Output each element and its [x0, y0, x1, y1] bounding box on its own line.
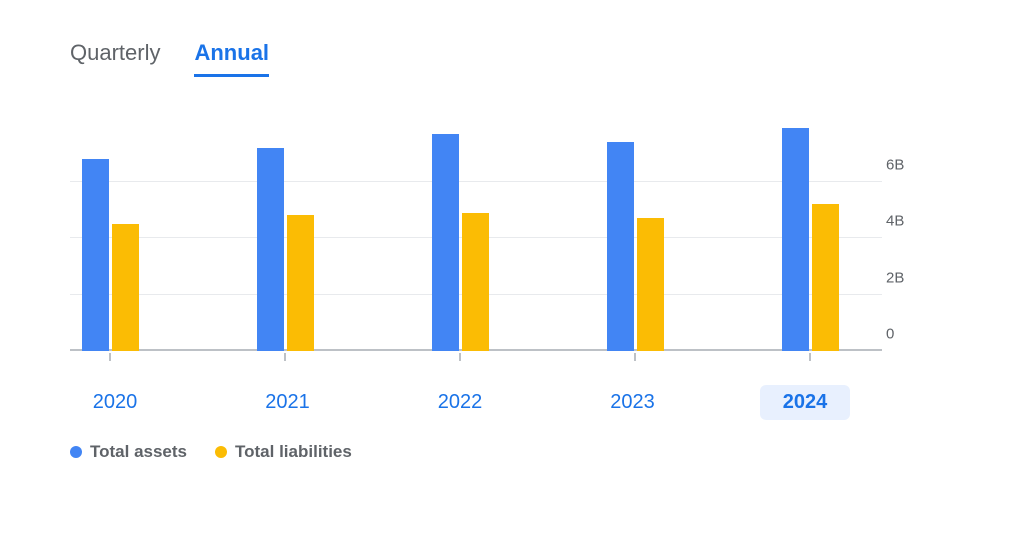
- bar: [82, 159, 109, 351]
- x-tick: [459, 353, 461, 361]
- bars-container: [70, 111, 850, 351]
- legend-label: Total liabilities: [235, 442, 352, 462]
- x-tick: [634, 353, 636, 361]
- bar: [257, 148, 284, 351]
- x-tick: [109, 353, 111, 361]
- legend-swatch: [215, 446, 227, 458]
- bar: [462, 213, 489, 351]
- y-axis-label: 4B: [886, 213, 916, 230]
- bar-group: [780, 128, 840, 351]
- legend-item: Total assets: [70, 442, 187, 462]
- x-tick: [284, 353, 286, 361]
- bar: [607, 142, 634, 351]
- x-axis-label-2021[interactable]: 2021: [243, 385, 333, 420]
- bar-group: [80, 159, 140, 351]
- bar-group: [430, 134, 490, 351]
- bar: [112, 224, 139, 351]
- y-axis-label: 0: [886, 326, 916, 343]
- bar: [637, 218, 664, 351]
- x-axis-label-2023[interactable]: 2023: [588, 385, 678, 420]
- x-axis-label-2022[interactable]: 2022: [415, 385, 505, 420]
- chart-x-axis: 2020 2021 2022 2023 2024: [70, 385, 910, 420]
- legend-label: Total assets: [90, 442, 187, 462]
- bar-group: [255, 148, 315, 351]
- tab-annual[interactable]: Annual: [194, 40, 269, 77]
- x-axis-label-2024[interactable]: 2024: [760, 385, 850, 420]
- bar: [287, 215, 314, 351]
- legend-item: Total liabilities: [215, 442, 352, 462]
- bar-group: [605, 142, 665, 351]
- y-axis-label: 6B: [886, 156, 916, 173]
- bar: [782, 128, 809, 351]
- period-tabs: Quarterly Annual: [70, 40, 964, 77]
- legend-swatch: [70, 446, 82, 458]
- x-axis-label-2020[interactable]: 2020: [70, 385, 160, 420]
- balance-chart: 02B4B6B: [70, 111, 910, 351]
- bar: [812, 204, 839, 351]
- y-axis-label: 2B: [886, 269, 916, 286]
- tab-quarterly[interactable]: Quarterly: [70, 40, 160, 77]
- x-tick: [809, 353, 811, 361]
- bar: [432, 134, 459, 351]
- chart-legend: Total assets Total liabilities: [70, 442, 964, 462]
